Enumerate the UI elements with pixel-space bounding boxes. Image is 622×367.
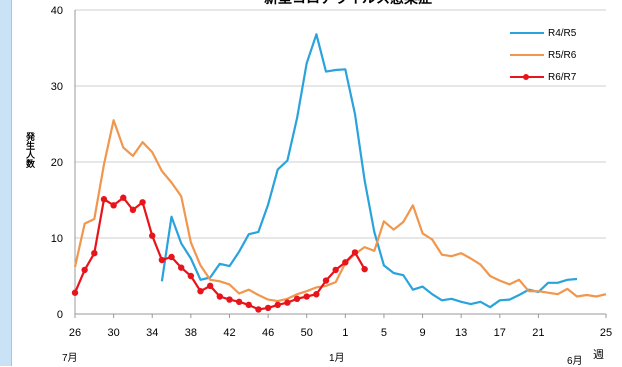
series-2-point-18 (245, 301, 252, 309)
series-2-point-25 (313, 291, 320, 298)
series-line-1 (73, 119, 607, 303)
series-2-point-14 (206, 282, 214, 290)
y-axis-label: 発生人数 (25, 132, 35, 168)
legend-label-r4r5: R4/R5 (548, 27, 577, 39)
series-line-2 (73, 196, 366, 311)
x-tick-38: 38 (185, 327, 197, 339)
series-2-point-7 (139, 199, 146, 206)
legend-item-r5r6: R5/R6 (510, 44, 576, 66)
x-tick-46: 46 (262, 327, 274, 339)
legend-label-r5r6: R5/R6 (548, 49, 577, 61)
x-tick-1: 1 (342, 327, 348, 339)
series-2-point-1 (81, 266, 88, 274)
grid-lines (75, 9, 606, 239)
y-tick-20: 20 (51, 157, 63, 169)
legend-swatch-r5r6 (510, 50, 544, 60)
x-tick-30: 30 (107, 327, 119, 339)
series-2-point-28 (342, 259, 349, 266)
x-tick-13: 13 (455, 327, 467, 339)
y-tick-0: 0 (57, 309, 63, 321)
tick-labels: 0 10 20 30 40 26 30 34 38 42 46 50 1 5 9 13 17 21 25 (51, 5, 612, 339)
series-2-point-12 (187, 272, 195, 280)
series-2-point-11 (178, 264, 185, 271)
month-label-january: 1月 (329, 353, 345, 364)
series-2-point-27 (332, 266, 339, 274)
y-tick-30: 30 (51, 81, 63, 93)
x-tick-17: 17 (494, 327, 506, 339)
x-tick-25: 25 (600, 327, 612, 339)
month-label-june: 6月 (567, 356, 583, 367)
series-2-point-8 (149, 232, 156, 239)
x-tick-50: 50 (301, 327, 313, 339)
series-2-point-4 (110, 202, 117, 209)
x-tick-5: 5 (381, 327, 387, 339)
x-tick-42: 42 (223, 327, 235, 339)
x-axis-unit: 週 (593, 349, 604, 361)
legend-swatch-r4r5 (510, 28, 544, 38)
series-2-point-13 (197, 288, 204, 295)
series-layer (71, 33, 607, 313)
series-2-point-21 (274, 301, 281, 309)
legend: R4/R5 R5/R6 R6/R7 (510, 22, 576, 88)
x-tick-21: 21 (532, 327, 544, 339)
series-2-point-10 (168, 253, 175, 261)
left-frame-strip (0, 0, 12, 366)
series-2-point-23 (293, 295, 301, 302)
series-2-point-3 (100, 196, 108, 203)
x-tick-9: 9 (420, 327, 426, 339)
series-2-point-22 (284, 299, 291, 306)
series-line-0 (160, 33, 578, 309)
series-2-point-2 (91, 250, 98, 257)
chart-title: 新型コロナウイルス感染症 (198, 0, 498, 8)
y-tick-10: 10 (51, 233, 63, 245)
series-2-point-15 (216, 293, 224, 300)
series-2-point-30 (361, 265, 368, 273)
series-2-point-24 (303, 293, 310, 300)
legend-item-r6r7: R6/R7 (510, 66, 576, 88)
series-2-point-19 (255, 306, 262, 313)
legend-label-r6r7: R6/R7 (548, 71, 577, 83)
series-2-point-5 (120, 194, 127, 201)
series-2-point-0 (71, 289, 79, 296)
series-2-point-20 (264, 304, 272, 312)
legend-swatch-r6r7 (510, 72, 544, 82)
month-label-july: 7月 (62, 353, 78, 364)
x-tick-26: 26 (69, 327, 81, 339)
y-tick-40: 40 (51, 5, 63, 17)
series-2-point-9 (158, 256, 166, 264)
series-2-point-16 (226, 296, 233, 303)
x-tick-34: 34 (146, 327, 158, 339)
series-2-point-29 (351, 249, 359, 256)
series-2-point-17 (235, 298, 243, 306)
series-2-point-6 (129, 206, 137, 214)
series-2-point-26 (322, 277, 330, 284)
legend-item-r4r5: R4/R5 (510, 22, 576, 44)
